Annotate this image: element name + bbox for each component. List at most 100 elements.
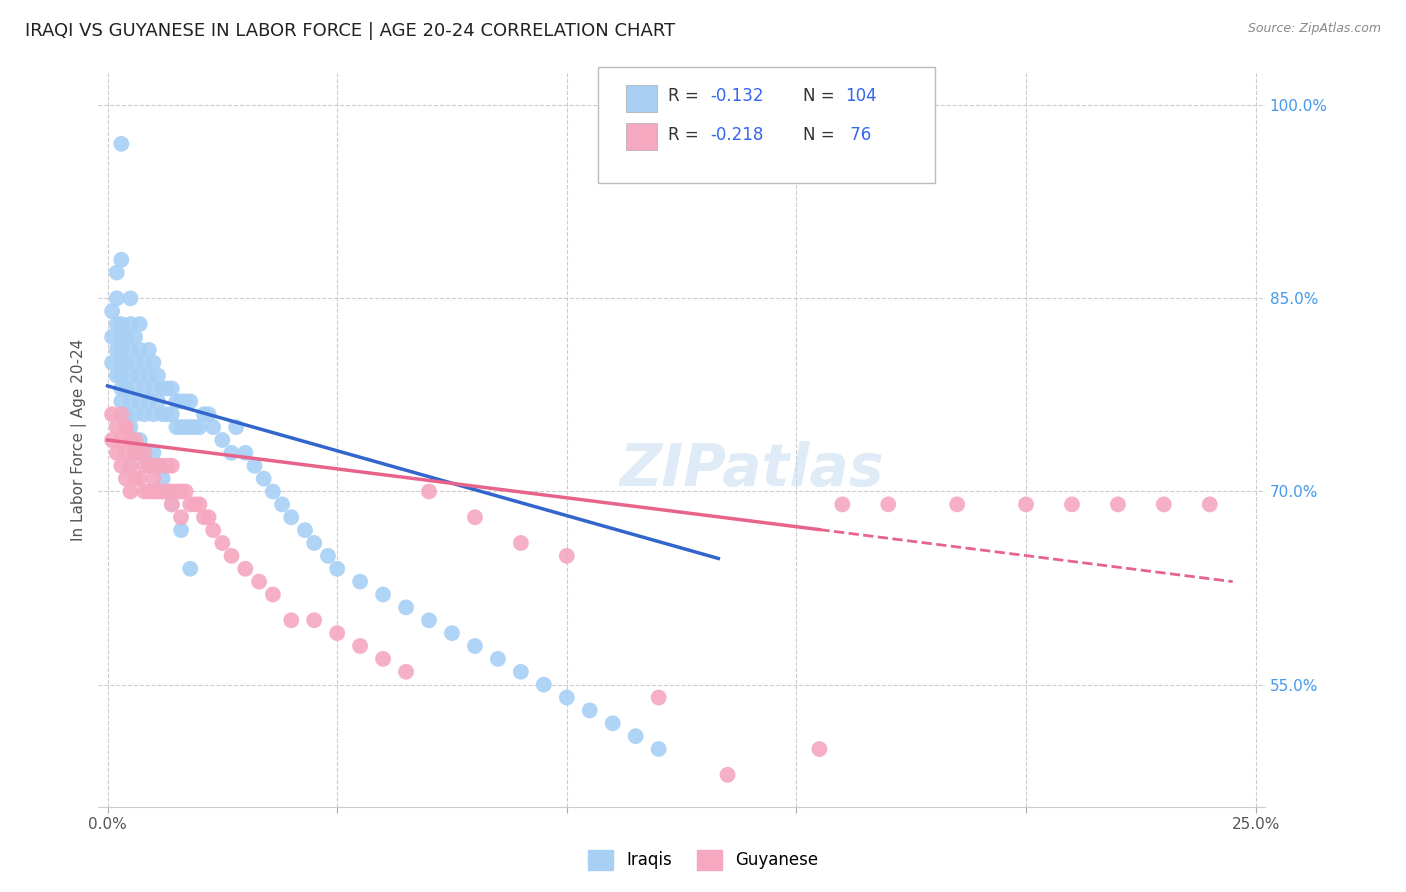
Point [464,639,486,653]
Point [128,433,150,447]
Point [202,420,225,434]
Point [120,458,142,473]
Point [120,368,142,383]
Point [371,587,394,601]
Point [105,291,128,305]
Point [101,304,124,318]
Point [138,458,160,473]
Text: R =: R = [668,87,704,105]
Point [262,587,284,601]
Point [624,729,647,743]
Point [440,626,463,640]
Point [184,420,207,434]
Point [124,472,146,486]
Point [110,433,132,447]
Point [179,562,201,576]
Point [115,472,138,486]
Point [349,574,371,589]
Point [152,382,174,396]
Point [146,484,169,499]
Text: R =: R = [668,126,704,144]
Point [1060,497,1083,511]
Point [188,497,211,511]
Point [302,536,325,550]
Point [716,768,738,782]
Point [170,420,193,434]
Point [142,472,165,486]
Point [152,472,174,486]
Point [280,510,302,524]
Point [170,484,193,499]
Point [179,394,201,409]
Point [225,420,247,434]
Point [105,317,128,331]
Point [179,420,201,434]
Point [134,407,156,421]
Point [262,484,284,499]
Point [152,484,174,499]
Text: 104: 104 [845,87,876,105]
Point [160,458,183,473]
Point [555,690,578,705]
Point [202,523,225,537]
Point [146,458,169,473]
Point [193,407,215,421]
Point [120,343,142,357]
Point [146,458,169,473]
Point [831,497,853,511]
Point [124,446,146,460]
Point [156,458,179,473]
Point [115,420,138,434]
Point [174,420,197,434]
Point [110,382,132,396]
Point [294,523,316,537]
Point [115,420,138,434]
Point [105,368,128,383]
Point [120,433,142,447]
Point [946,497,969,511]
Point [110,252,132,267]
Point [1107,497,1129,511]
Point [120,458,142,473]
Point [221,446,243,460]
Point [134,356,156,370]
Point [138,458,160,473]
Point [371,652,394,666]
Point [302,613,325,627]
Point [808,742,831,756]
Text: ZIPatlas: ZIPatlas [620,441,884,498]
Point [110,458,132,473]
Point [160,497,183,511]
Point [120,420,142,434]
Point [138,343,160,357]
Point [156,484,179,499]
Point [138,368,160,383]
Text: -0.218: -0.218 [710,126,763,144]
Point [124,433,146,447]
Point [128,446,150,460]
Point [271,497,294,511]
Point [142,356,165,370]
Point [134,446,156,460]
Point [105,266,128,280]
Point [160,407,183,421]
Point [160,497,183,511]
Point [124,356,146,370]
Point [170,510,193,524]
Point [184,497,207,511]
Point [509,665,531,679]
Point [247,574,270,589]
Point [395,600,418,615]
Text: Source: ZipAtlas.com: Source: ZipAtlas.com [1247,22,1381,36]
Point [156,484,179,499]
Point [464,510,486,524]
Point [174,394,197,409]
Point [160,484,183,499]
Point [101,407,124,421]
Point [124,330,146,344]
Point [174,484,197,499]
Point [120,433,142,447]
Point [170,523,193,537]
Point [146,394,169,409]
Point [128,343,150,357]
